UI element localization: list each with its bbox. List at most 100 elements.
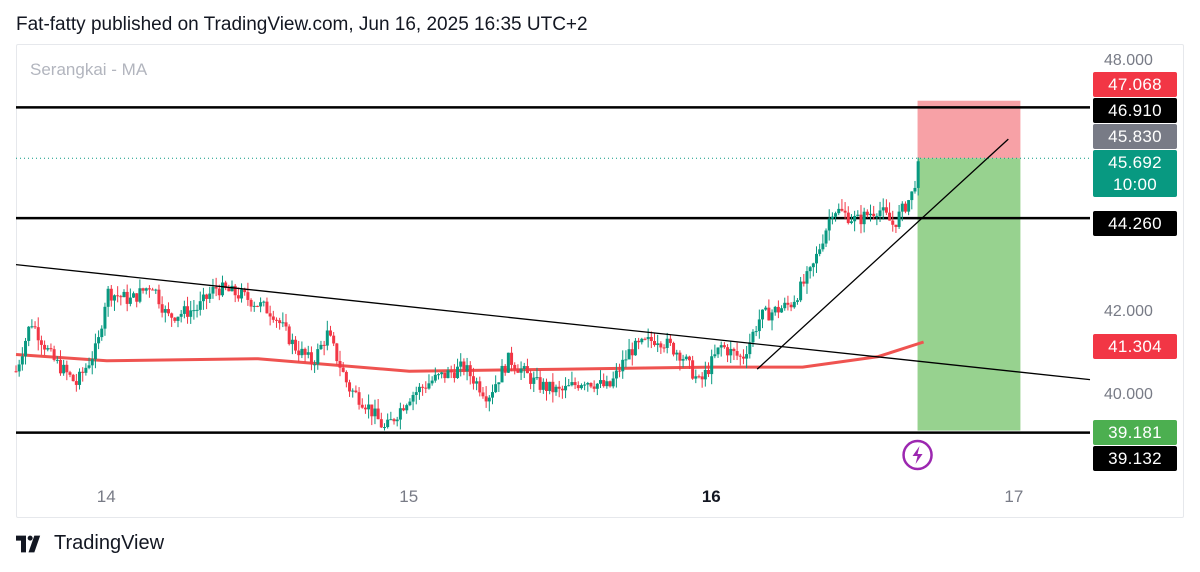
candle-body bbox=[338, 361, 342, 368]
candle-body bbox=[840, 208, 844, 211]
indicator-legend-title: Serangkai - MA bbox=[30, 60, 148, 79]
price-tag: 47.068 bbox=[1093, 72, 1177, 97]
y-axis-tick: 40.000 bbox=[1104, 386, 1153, 404]
chart-frame bbox=[16, 44, 1184, 518]
candle-body bbox=[856, 214, 860, 216]
candle-body bbox=[853, 215, 857, 222]
candle-body bbox=[20, 356, 24, 365]
candle-body bbox=[503, 365, 507, 373]
candle-body bbox=[376, 408, 380, 420]
moving-average-line bbox=[15, 340, 925, 373]
candle-body bbox=[462, 361, 466, 372]
candle-body bbox=[201, 294, 205, 302]
candle-body bbox=[910, 191, 914, 201]
candle-body bbox=[576, 385, 580, 389]
candle-body bbox=[694, 376, 698, 379]
candle-body bbox=[252, 305, 256, 307]
candle-body bbox=[411, 395, 415, 402]
candle-body bbox=[859, 214, 863, 225]
candle-body bbox=[198, 301, 202, 310]
candle-body bbox=[392, 419, 396, 422]
candle-body bbox=[382, 427, 386, 429]
candle-body bbox=[767, 307, 771, 321]
candle-body bbox=[916, 161, 920, 188]
candle-body bbox=[268, 313, 272, 317]
candle-body bbox=[761, 309, 765, 320]
candle-body bbox=[351, 390, 355, 392]
candle-body bbox=[106, 288, 110, 307]
candle-body bbox=[147, 288, 151, 290]
candle-body bbox=[541, 381, 545, 390]
candle-body bbox=[678, 352, 682, 361]
candle-body bbox=[192, 310, 196, 312]
candle-body bbox=[551, 381, 555, 393]
candle-body bbox=[630, 349, 634, 356]
candle-body bbox=[87, 365, 91, 368]
candle-body bbox=[637, 340, 641, 343]
candle-body bbox=[144, 288, 148, 291]
candle-body bbox=[675, 352, 679, 355]
candle-body bbox=[427, 383, 431, 389]
candle-body bbox=[109, 288, 113, 301]
candle-body bbox=[55, 359, 59, 361]
candle-body bbox=[821, 243, 825, 250]
candle-body bbox=[294, 339, 298, 351]
candle-body bbox=[233, 285, 237, 296]
candle-body bbox=[157, 289, 161, 305]
candle-body bbox=[112, 295, 116, 301]
candle-body bbox=[532, 377, 536, 384]
candle-body bbox=[818, 249, 822, 254]
candle-body bbox=[799, 281, 803, 301]
candle-body bbox=[830, 216, 834, 219]
candle-body bbox=[281, 322, 285, 324]
candle-body bbox=[443, 372, 447, 379]
candle-body bbox=[211, 287, 215, 294]
candle-body bbox=[141, 288, 145, 291]
candle-body bbox=[662, 347, 666, 349]
candle-body bbox=[125, 291, 129, 304]
candle-body bbox=[440, 372, 444, 375]
candle-body bbox=[510, 352, 514, 365]
candle-body bbox=[132, 293, 136, 298]
candle-body bbox=[668, 338, 672, 343]
candle-body bbox=[17, 364, 21, 372]
candle-body bbox=[97, 337, 101, 344]
candle-body bbox=[357, 392, 361, 405]
candle-body bbox=[846, 212, 850, 224]
candle-body bbox=[808, 267, 812, 272]
candle-body bbox=[554, 386, 558, 393]
price-tag: 10:00 bbox=[1093, 173, 1177, 197]
candle-body bbox=[243, 289, 247, 293]
candle-body bbox=[716, 347, 720, 355]
candle-body bbox=[65, 364, 69, 373]
candle-body bbox=[303, 348, 307, 355]
x-axis-tick: 14 bbox=[96, 487, 116, 506]
candle-body bbox=[236, 295, 240, 299]
candle-body bbox=[163, 309, 167, 313]
candle-body bbox=[430, 380, 434, 384]
candle-body bbox=[827, 218, 831, 231]
y-axis-tick: 42.000 bbox=[1104, 302, 1153, 320]
candle-body bbox=[246, 292, 250, 300]
candle-body bbox=[770, 312, 774, 321]
candle-body bbox=[754, 331, 758, 333]
candle-body bbox=[436, 374, 440, 376]
candle-body bbox=[262, 301, 266, 303]
candle-body bbox=[395, 419, 399, 422]
candle-body bbox=[894, 224, 898, 227]
candle-body bbox=[805, 271, 809, 284]
candle-body bbox=[290, 339, 294, 345]
candle-body bbox=[900, 203, 904, 212]
candle-body bbox=[322, 344, 326, 346]
candle-body bbox=[90, 359, 94, 366]
candle-body bbox=[687, 356, 691, 361]
candle-body bbox=[786, 302, 790, 305]
candle-body bbox=[74, 381, 78, 385]
candle-body bbox=[649, 336, 653, 341]
candle-body bbox=[68, 372, 72, 375]
footer-brand[interactable]: TradingView bbox=[16, 532, 164, 555]
candle-body bbox=[583, 384, 587, 386]
candle-body bbox=[71, 374, 75, 382]
price-tag: 46.910 bbox=[1093, 98, 1177, 123]
